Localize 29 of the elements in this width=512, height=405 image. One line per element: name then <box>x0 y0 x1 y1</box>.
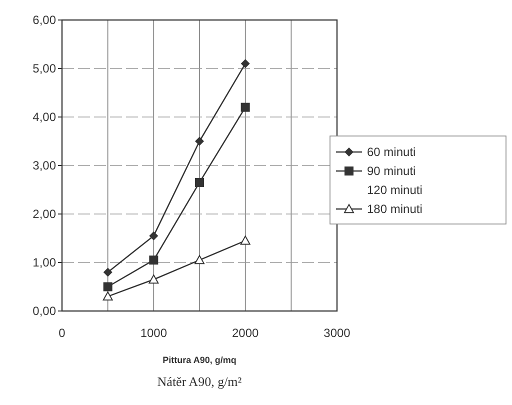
point <box>240 59 250 68</box>
text: Nátěr A90, g/m² <box>157 374 242 389</box>
y-tick-label: 3,00 <box>32 158 56 173</box>
y-tick-label: 1,00 <box>32 256 56 270</box>
x-tick-label: 2000 <box>232 326 260 340</box>
y-tick-label: 6,00 <box>32 13 56 28</box>
x-tick-label: 0 <box>58 326 66 340</box>
point <box>195 136 204 146</box>
x-tick-label: 3000 <box>324 326 351 340</box>
y-tick-label: 2,00 <box>32 207 56 222</box>
point <box>194 255 204 264</box>
point <box>195 178 204 187</box>
point <box>149 256 158 265</box>
point <box>149 231 158 240</box>
point <box>148 274 159 284</box>
point <box>102 291 113 301</box>
point <box>240 236 250 245</box>
legend-label: 90 minuti <box>367 164 416 178</box>
y-tick-label: 0,00 <box>32 304 56 318</box>
legend-label: 60 minuti <box>367 145 416 160</box>
legend-label: 180 minuti <box>367 202 422 216</box>
point <box>103 282 112 292</box>
point <box>240 102 250 112</box>
legend-label: 120 minuti <box>367 183 422 198</box>
y-tick-label: 5,00 <box>32 62 56 76</box>
point <box>103 268 112 277</box>
y-tick-label: 4,00 <box>32 110 56 124</box>
x-tick-label: 1000 <box>140 326 168 340</box>
x-axis-title: Pittura A90, g/mq <box>162 355 236 365</box>
